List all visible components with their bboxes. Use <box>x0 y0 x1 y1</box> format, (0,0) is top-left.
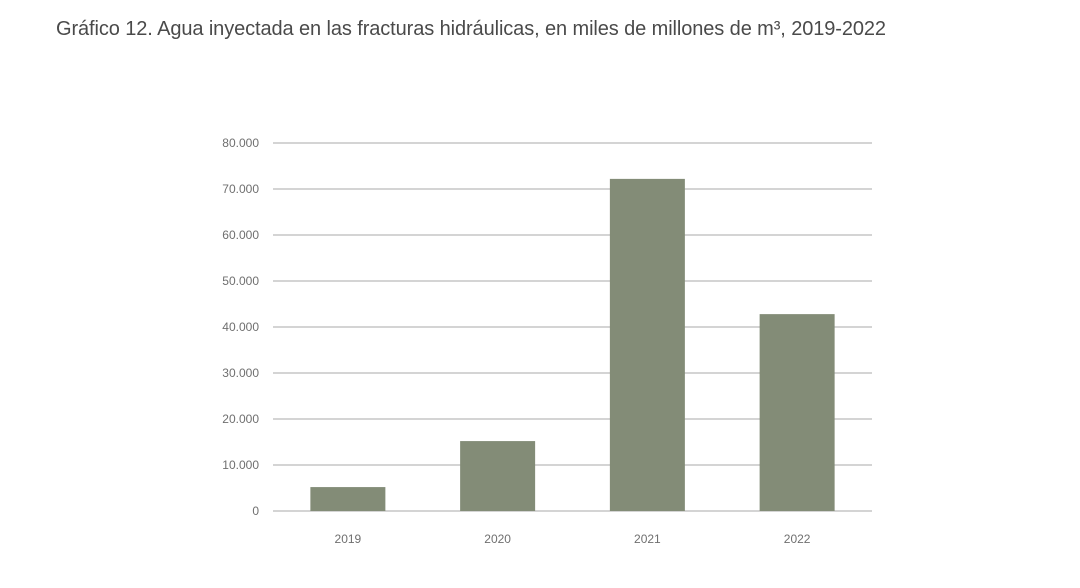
y-tick-label: 60.000 <box>222 228 259 242</box>
x-tick-label: 2021 <box>634 532 661 546</box>
y-tick-label: 10.000 <box>222 458 259 472</box>
x-tick-label: 2020 <box>484 532 511 546</box>
chart-title: Gráfico 12. Agua inyectada en las fractu… <box>56 18 886 40</box>
bar-2021 <box>609 178 685 511</box>
x-axis-tick-labels: 2019 2020 2021 2022 <box>335 532 811 546</box>
y-tick-label: 50.000 <box>222 274 259 288</box>
bar-2020 <box>460 441 536 511</box>
y-tick-label: 70.000 <box>222 182 259 196</box>
y-tick-label: 30.000 <box>222 366 259 380</box>
bar-2019 <box>310 487 386 511</box>
x-tick-label: 2022 <box>784 532 811 546</box>
bar-2022 <box>759 314 835 511</box>
x-tick-label: 2019 <box>335 532 362 546</box>
bars <box>310 178 835 511</box>
y-tick-label: 80.000 <box>222 136 259 150</box>
y-tick-label: 0 <box>252 504 259 518</box>
y-tick-label: 40.000 <box>222 320 259 334</box>
y-axis-tick-labels: 0 10.000 20.000 30.000 40.000 50.000 60.000 70.… <box>222 136 259 518</box>
y-tick-label: 20.000 <box>222 412 259 426</box>
